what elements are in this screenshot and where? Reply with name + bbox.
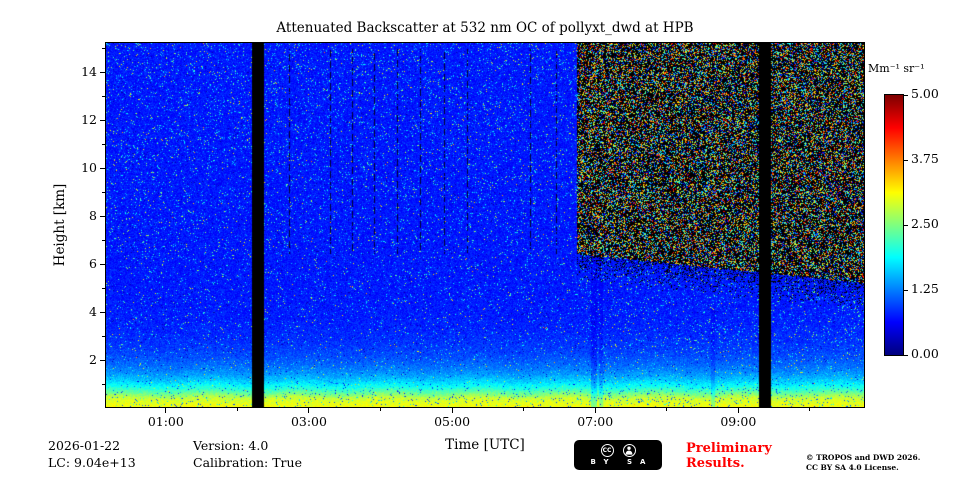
y-tick-label: 4 [89, 304, 97, 319]
lidar-constant-label: LC: 9.04e+13 [48, 455, 136, 470]
x-minor-tick [666, 408, 668, 411]
version-label: Version: 4.0 [193, 438, 269, 453]
y-axis-label: Height [km] [52, 183, 68, 267]
copyright-note: © TROPOS and DWD 2026. CC BY SA 4.0 Lice… [806, 453, 920, 472]
x-tick-label: 03:00 [290, 414, 327, 429]
colorbar-tick-label: 3.75 [911, 151, 939, 166]
plot-title: Attenuated Backscatter at 532 nm OC of p… [276, 20, 694, 36]
copyright-line2: CC BY SA 4.0 License. [806, 462, 899, 472]
colorbar-tick [904, 289, 908, 291]
colorbar-tick [904, 354, 908, 356]
y-tick-label: 14 [81, 64, 97, 79]
preliminary-line2: Results. [686, 456, 745, 471]
x-tick-label: 01:00 [147, 414, 184, 429]
colorbar-tick [904, 159, 908, 161]
x-axis-label: Time [UTC] [445, 437, 525, 453]
x-tick-label: 05:00 [434, 414, 471, 429]
x-major-tick [737, 408, 739, 413]
y-tick-label: 12 [81, 112, 97, 127]
x-minor-tick [809, 408, 811, 411]
colorbar-tick-label: 2.50 [911, 216, 939, 231]
colorbar-tick-label: 5.00 [911, 86, 939, 101]
preliminary-results-note: Preliminary Results. [686, 441, 772, 471]
heatmap-plot-area [105, 42, 865, 408]
calibration-label: Calibration: True [193, 455, 302, 470]
y-tick-label: 6 [89, 256, 97, 271]
x-tick-label: 07:00 [577, 414, 614, 429]
x-minor-tick [236, 408, 238, 411]
colorbar [884, 94, 904, 356]
colorbar-gradient [885, 95, 903, 355]
colorbar-tick-label: 1.25 [911, 281, 939, 296]
cc-icon: CC [600, 444, 614, 457]
x-minor-tick [380, 408, 382, 411]
preliminary-line1: Preliminary [686, 441, 772, 456]
y-tick-label: 2 [89, 352, 97, 367]
x-major-tick [451, 408, 453, 413]
cc-license-badge: CC BY SA [574, 440, 662, 470]
person-icon [622, 444, 636, 457]
x-major-tick [594, 408, 596, 413]
x-major-tick [308, 408, 310, 413]
date-label: 2026-01-22 [48, 438, 121, 453]
badge-by-sa-label: BY SA [590, 458, 654, 466]
x-tick-label: 09:00 [720, 414, 757, 429]
y-tick-label: 8 [89, 208, 97, 223]
heatmap-canvas [106, 43, 864, 407]
colorbar-tick [904, 94, 908, 96]
colorbar-title: Mm⁻¹ sr⁻¹ [868, 62, 925, 75]
colorbar-tick [904, 224, 908, 226]
cc-badge-icons: CC [600, 444, 636, 457]
x-minor-tick [523, 408, 525, 411]
colorbar-tick-label: 0.00 [911, 346, 939, 361]
y-tick-label: 10 [81, 160, 97, 175]
x-major-tick [165, 408, 167, 413]
copyright-line1: © TROPOS and DWD 2026. [806, 453, 921, 462]
